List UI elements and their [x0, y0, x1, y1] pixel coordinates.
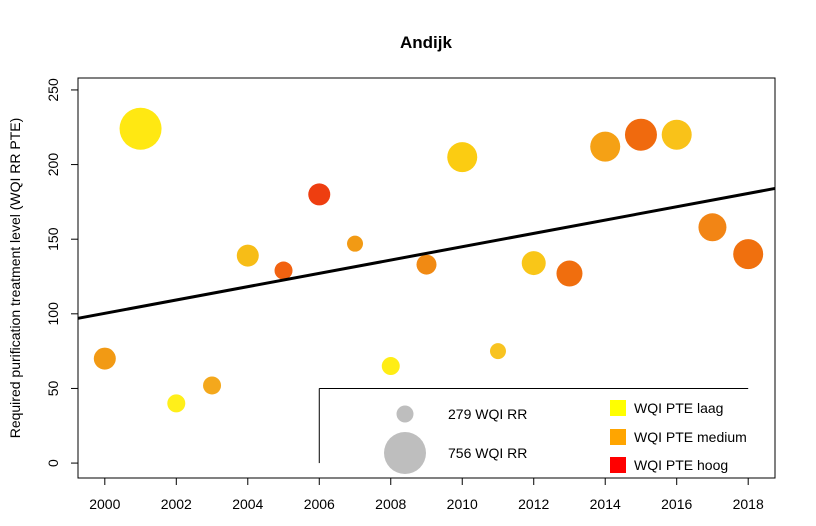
y-tick-label: 150 — [45, 227, 61, 251]
y-tick-label: 50 — [45, 380, 61, 396]
trend-line — [77, 186, 776, 320]
size-legend-circle — [396, 405, 414, 423]
color-legend-label: WQI PTE medium — [634, 429, 747, 445]
x-axis: 2000 2002 2004 2006 2008 2010 2012 2014 2016 2018 — [89, 477, 764, 512]
data-point-2009 — [416, 254, 437, 275]
data-point-2016 — [661, 119, 692, 150]
data-point-2013 — [556, 260, 583, 287]
size-legend-label: 756 WQI RR — [448, 445, 527, 461]
data-point-2015 — [624, 118, 657, 151]
size-legend-label: 279 WQI RR — [448, 406, 527, 422]
x-tick-label: 2014 — [590, 496, 621, 512]
color-legend-swatch — [610, 400, 626, 416]
x-tick-label: 2002 — [161, 496, 192, 512]
x-tick-label: 2016 — [661, 496, 692, 512]
y-tick-label: 250 — [45, 78, 61, 102]
x-tick-label: 2004 — [232, 496, 263, 512]
legend: 279 WQI RR 756 WQI RR WQI PTE laag WQI PTE … — [318, 387, 749, 474]
y-tick-label: 100 — [45, 302, 61, 326]
data-point-2002 — [167, 394, 186, 413]
color-legend-label: WQI PTE hoog — [634, 457, 728, 473]
data-point-2011 — [489, 343, 506, 360]
x-tick-label: 2010 — [447, 496, 478, 512]
y-tick-label: 200 — [45, 153, 61, 177]
color-legend-label: WQI PTE laag — [634, 400, 723, 416]
data-point-2000 — [93, 347, 116, 370]
plot-area — [77, 107, 776, 413]
size-legend-circle — [384, 432, 426, 474]
x-tick-label: 2008 — [375, 496, 406, 512]
data-point-2008 — [381, 357, 400, 376]
data-point-2006 — [308, 183, 331, 206]
data-point-2007 — [347, 235, 364, 252]
x-tick-label: 2012 — [518, 496, 549, 512]
y-axis-label: Required purification treatment level (W… — [7, 118, 23, 439]
data-point-2005 — [274, 261, 293, 280]
data-point-2003 — [203, 376, 222, 395]
data-point-2018 — [733, 239, 764, 270]
x-tick-label: 2018 — [733, 496, 764, 512]
y-tick-label: 0 — [45, 459, 61, 467]
data-point-2001 — [119, 107, 162, 150]
color-legend-swatch — [610, 429, 626, 445]
color-legend-swatch — [610, 457, 626, 473]
data-point-2012 — [521, 251, 546, 276]
y-axis: 0 50 100 150 200 250 — [45, 78, 79, 467]
data-point-2014 — [590, 131, 621, 162]
x-tick-label: 2000 — [89, 496, 120, 512]
x-tick-label: 2006 — [304, 496, 335, 512]
data-point-2017 — [698, 213, 727, 242]
data-point-2004 — [236, 244, 259, 267]
data-point-2010 — [447, 142, 478, 173]
chart-title: Andijk — [400, 33, 452, 52]
